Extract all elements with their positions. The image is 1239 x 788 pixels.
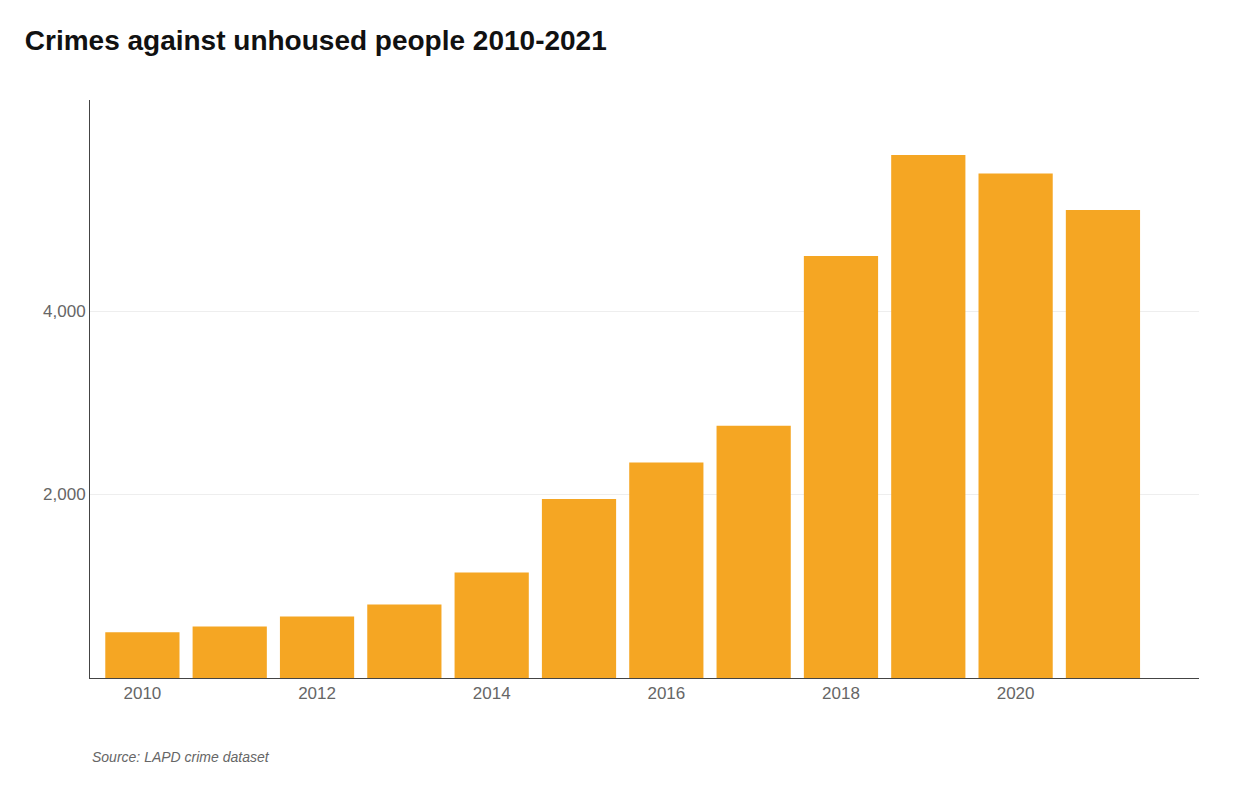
svg-text:2016: 2016 <box>647 684 685 703</box>
svg-text:Crimes against unhoused people: Crimes against unhoused people 2010-2021 <box>25 25 607 56</box>
svg-text:2010: 2010 <box>123 684 161 703</box>
svg-text:2012: 2012 <box>298 684 336 703</box>
svg-text:2014: 2014 <box>473 684 511 703</box>
svg-text:2,000: 2,000 <box>43 485 86 504</box>
svg-text:2018: 2018 <box>822 684 860 703</box>
svg-text:Source: LAPD crime dataset: Source: LAPD crime dataset <box>92 749 270 765</box>
svg-text:2020: 2020 <box>997 684 1035 703</box>
svg-text:4,000: 4,000 <box>43 302 86 321</box>
